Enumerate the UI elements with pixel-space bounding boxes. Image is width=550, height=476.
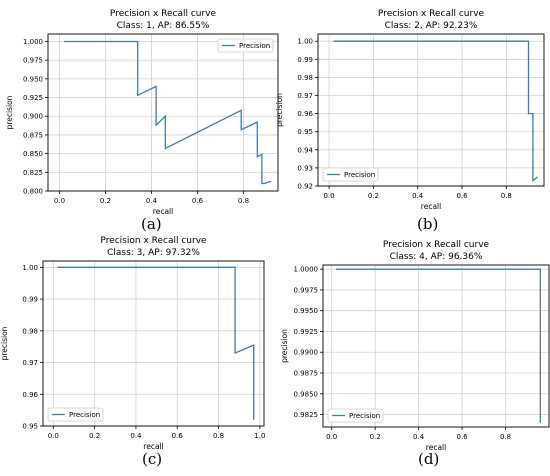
x-axis-label: recall (153, 207, 173, 216)
legend-label: Precision (239, 42, 270, 50)
chart-class-3: Precision x Recall curve Class: 3, AP: 97… (0, 236, 265, 451)
y-tick-label: 0.93 (297, 164, 313, 172)
x-axis-label: recall (426, 443, 446, 452)
chart-subtitle: Class: 2, AP: 92.23% (385, 21, 478, 31)
legend-box (327, 408, 384, 423)
y-tick-label: 0.99 (22, 296, 38, 304)
y-tick-label: 0.825 (23, 169, 43, 177)
caption-d: (d) (418, 450, 440, 468)
y-tick-label: 0.875 (23, 131, 43, 139)
y-tick-label: 0.96 (22, 391, 38, 399)
x-tick-label: 0.0 (54, 197, 65, 205)
x-tick-label: 0.4 (130, 432, 142, 440)
x-tick-label: 0.2 (368, 192, 379, 200)
series-line-precision (57, 266, 255, 420)
y-tick-label: 0.9850 (294, 390, 319, 398)
legend-label: Precision (69, 411, 100, 419)
x-tick-label: 0.6 (172, 432, 184, 440)
y-axis-label: precision (275, 93, 284, 127)
legend-label: Precision (349, 412, 380, 420)
chart-subtitle: Class: 1, AP: 86.55% (117, 21, 210, 31)
y-tick-label: 0.98 (22, 327, 38, 335)
plot-frame (322, 264, 550, 428)
y-axis-label: precision (0, 326, 9, 360)
series-line-precision (333, 40, 538, 182)
x-tick-label: 0.6 (192, 197, 204, 205)
y-tick-label: 0.9825 (294, 411, 319, 419)
x-tick-label: 0.4 (412, 192, 424, 200)
y-tick-label: 0.9900 (294, 349, 319, 357)
y-tick-label: 1.00 (297, 38, 313, 46)
series-line-precision (64, 40, 272, 185)
x-tick-label: 0.0 (326, 433, 337, 441)
caption-a: (a) (141, 215, 162, 233)
y-axis-label: precision (5, 95, 14, 129)
y-tick-label: 0.850 (23, 150, 43, 158)
y-tick-label: 0.800 (23, 188, 43, 196)
x-tick-label: 0.2 (100, 197, 111, 205)
x-tick-label: 0.6 (456, 192, 468, 200)
y-tick-label: 0.95 (22, 423, 38, 431)
y-tick-label: 0.9975 (294, 286, 319, 294)
x-tick-label: 0.2 (370, 433, 381, 441)
x-tick-label: 0.4 (146, 197, 158, 205)
y-tick-label: 0.9950 (294, 307, 319, 315)
x-tick-label: 0.0 (48, 432, 59, 440)
chart-class-1: Precision x Recall curve Class: 1, AP: 86… (5, 9, 279, 216)
x-tick-label: 0.2 (89, 432, 100, 440)
chart-subtitle: Class: 4, AP: 96.36% (390, 252, 483, 262)
x-tick-label: 0.4 (413, 433, 425, 441)
plot-frame (317, 33, 545, 187)
y-tick-label: 0.99 (297, 56, 313, 64)
y-axis-label: precision (280, 329, 289, 363)
chart-class-2: Precision x Recall curve Class: 2, AP: 92… (275, 9, 545, 211)
x-tick-label: 0.6 (457, 433, 469, 441)
legend-box (322, 167, 379, 182)
y-tick-label: 1.0000 (294, 266, 319, 274)
y-tick-label: 1.000 (23, 38, 43, 46)
x-tick-label: 0.0 (324, 192, 335, 200)
x-axis-label: recall (143, 442, 163, 451)
y-tick-label: 0.94 (297, 146, 313, 154)
x-tick-label: 0.8 (501, 192, 512, 200)
y-tick-label: 0.950 (23, 75, 43, 83)
y-tick-label: 0.9925 (294, 328, 319, 336)
legend-label: Precision (344, 171, 375, 179)
y-tick-label: 0.900 (23, 113, 43, 121)
x-tick-label: 0.8 (500, 433, 511, 441)
y-tick-label: 0.97 (22, 359, 38, 367)
x-tick-label: 1.0 (254, 432, 265, 440)
caption-b: (b) (417, 215, 439, 233)
chart-title: Precision x Recall curve (110, 9, 217, 19)
legend-box (47, 407, 104, 422)
x-tick-label: 0.8 (213, 432, 224, 440)
y-tick-label: 0.95 (297, 128, 313, 136)
series-line-precision (336, 268, 541, 423)
chart-class-4: Precision x Recall curve Class: 4, AP: 96… (280, 240, 550, 452)
plot-frame (42, 260, 265, 427)
y-tick-label: 0.97 (297, 92, 313, 100)
chart-subtitle: Class: 3, AP: 97.32% (107, 248, 200, 258)
chart-title: Precision x Recall curve (383, 240, 490, 250)
legend-box (217, 38, 274, 53)
caption-c: (c) (142, 450, 163, 468)
y-tick-label: 1.00 (22, 264, 38, 272)
y-tick-label: 0.96 (297, 110, 313, 118)
y-tick-label: 0.925 (23, 94, 43, 102)
y-tick-label: 0.975 (23, 57, 43, 65)
y-tick-label: 0.92 (297, 183, 313, 191)
chart-title: Precision x Recall curve (378, 9, 485, 19)
x-axis-label: recall (421, 202, 441, 211)
x-tick-label: 0.8 (238, 197, 249, 205)
y-tick-label: 0.9875 (294, 370, 319, 378)
y-tick-label: 0.98 (297, 74, 313, 82)
chart-title: Precision x Recall curve (100, 236, 207, 246)
plot-frame (47, 33, 279, 192)
